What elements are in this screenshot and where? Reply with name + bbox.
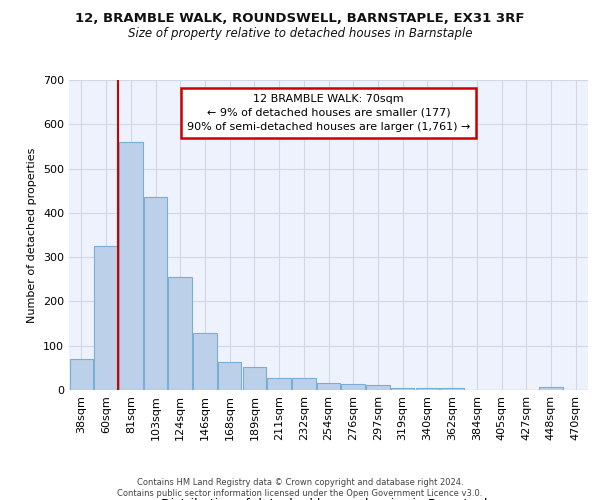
Bar — [268, 378, 291, 390]
Text: Size of property relative to detached houses in Barnstaple: Size of property relative to detached ho… — [128, 28, 472, 40]
Bar — [366, 385, 389, 390]
Bar — [119, 142, 143, 390]
Text: 12, BRAMBLE WALK, ROUNDSWELL, BARNSTAPLE, EX31 3RF: 12, BRAMBLE WALK, ROUNDSWELL, BARNSTAPLE… — [75, 12, 525, 26]
Text: 12 BRAMBLE WALK: 70sqm
← 9% of detached houses are smaller (177)
90% of semi-det: 12 BRAMBLE WALK: 70sqm ← 9% of detached … — [187, 94, 470, 132]
Bar — [169, 277, 192, 390]
Bar — [94, 246, 118, 390]
Bar — [218, 362, 241, 390]
Bar — [539, 388, 563, 390]
Bar — [292, 378, 316, 390]
Bar — [242, 367, 266, 390]
Text: Contains HM Land Registry data © Crown copyright and database right 2024.
Contai: Contains HM Land Registry data © Crown c… — [118, 478, 482, 498]
Bar — [391, 388, 415, 390]
Bar — [70, 359, 93, 390]
Bar — [144, 198, 167, 390]
Bar — [317, 383, 340, 390]
Y-axis label: Number of detached properties: Number of detached properties — [28, 148, 37, 322]
X-axis label: Distribution of detached houses by size in Barnstaple: Distribution of detached houses by size … — [161, 498, 496, 500]
Bar — [193, 334, 217, 390]
Bar — [416, 388, 439, 390]
Bar — [440, 388, 464, 390]
Bar — [341, 384, 365, 390]
